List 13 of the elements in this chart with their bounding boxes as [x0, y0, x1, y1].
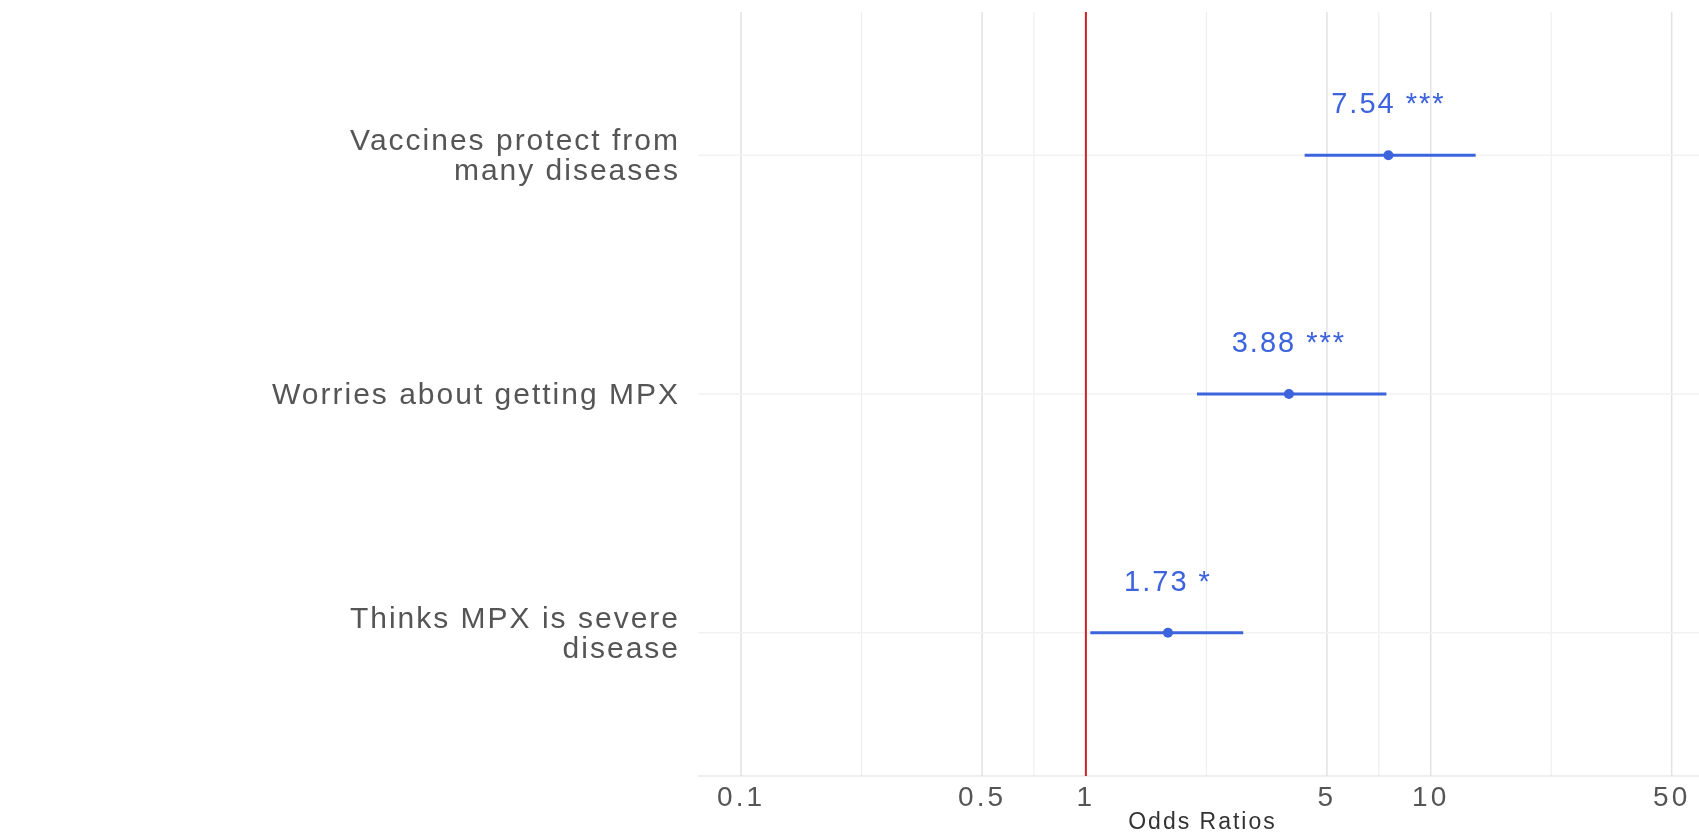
data-label: 1.73 * — [1124, 564, 1212, 597]
x-tick-label: 1 — [1076, 781, 1096, 812]
x-tick-label: 5 — [1317, 781, 1337, 812]
y-tick-label: Thinks MPX is severe disease — [349, 600, 680, 664]
x-tick-label: 0.1 — [717, 781, 766, 812]
x-tick-label: 0.5 — [958, 781, 1007, 812]
x-tick-label: 50 — [1653, 781, 1691, 812]
y-tick-label: Worries about getting MPX — [272, 377, 680, 410]
x-axis-title: Odds Ratios — [1128, 808, 1277, 834]
data-label: 3.88 *** — [1231, 326, 1347, 358]
x-tick-label: 10 — [1412, 781, 1450, 812]
data-label: 7.54 *** — [1331, 87, 1446, 120]
y-tick-label: Vaccines protect from many diseases — [350, 123, 680, 187]
